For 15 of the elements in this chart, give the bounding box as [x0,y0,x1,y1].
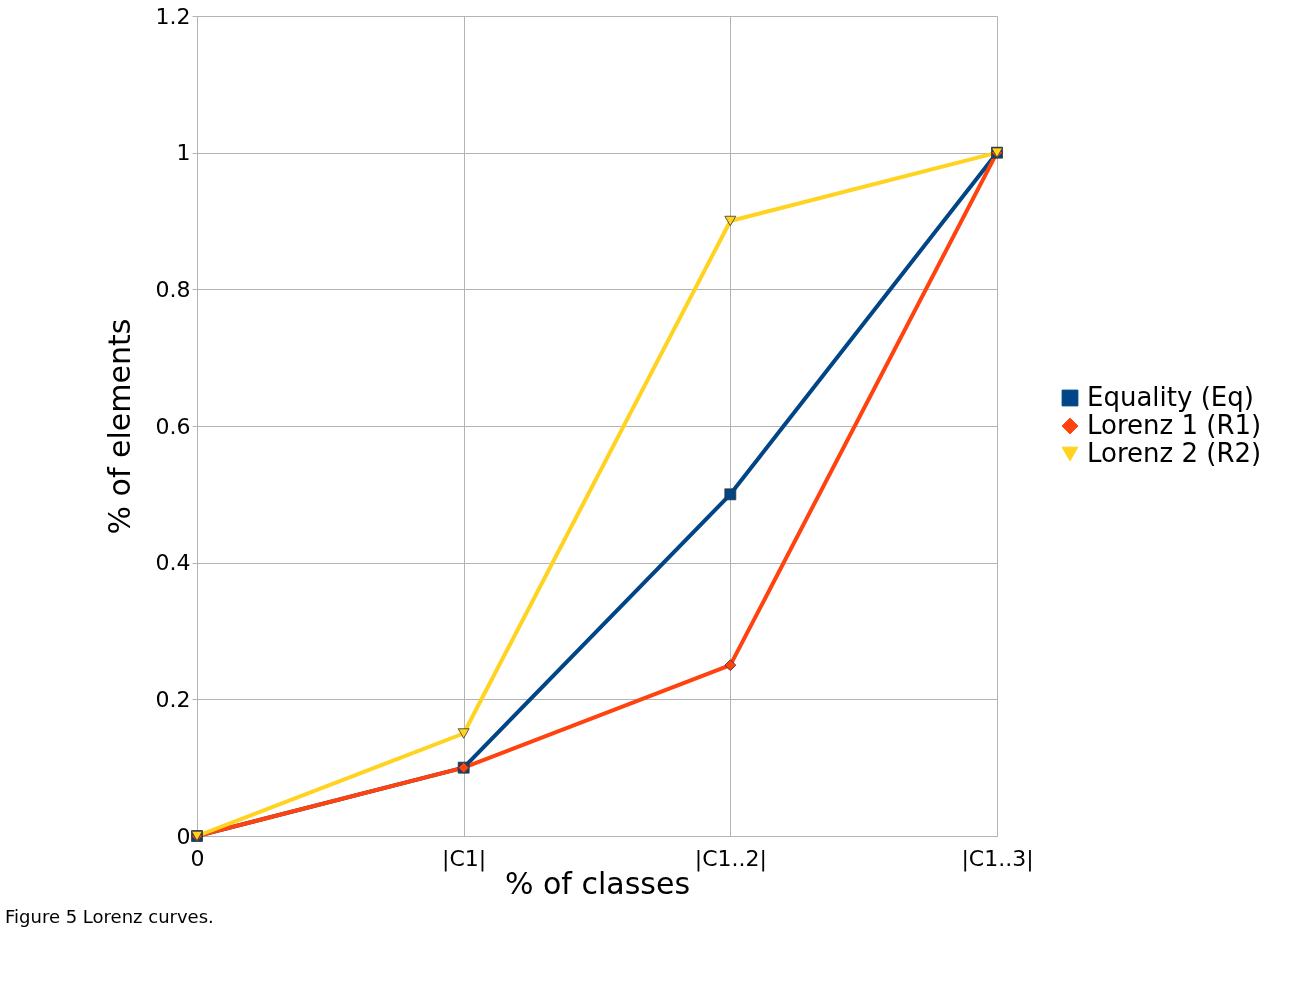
y-tick-label: 1 [176,140,191,166]
x-tick-label: |C1..2| [694,845,767,872]
x-tick-label: |C1| [442,845,487,872]
x-axis-title: % of classes [504,865,691,901]
y-tick-label: 0.6 [155,413,191,439]
y-tick-label: 0.2 [155,686,191,712]
x-tick-label: |C1..3| [961,845,1034,872]
y-tick-label: 1.2 [155,3,191,29]
legend-label: Equality (Eq) [1087,382,1254,412]
y-tick-label: 0.4 [155,550,191,576]
legend-label: Lorenz 2 (R2) [1087,438,1262,468]
y-tick-label: 0 [176,823,191,849]
caption: Figure 5 Lorenz curves. [5,906,214,927]
y-tick-label: 0.8 [155,276,191,302]
y-axis-title: % of elements [101,318,137,535]
